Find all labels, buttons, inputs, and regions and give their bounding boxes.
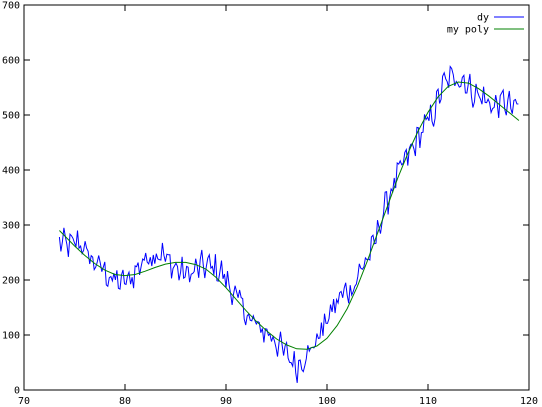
x-axis: 70 80 90 100 110 120 — [18, 5, 538, 407]
y-axis: 0 100 200 300 400 500 600 700 — [2, 1, 529, 397]
y-tick-label: 0 — [14, 386, 20, 397]
legend-label: dy — [477, 13, 489, 24]
y-tick-label: 500 — [2, 111, 20, 122]
x-tick-label: 70 — [18, 396, 30, 407]
series-line-my-poly — [59, 82, 519, 349]
x-tick-label: 90 — [220, 396, 232, 407]
y-tick-label: 100 — [2, 331, 20, 342]
series-layer — [59, 67, 519, 383]
plot-frame — [24, 5, 529, 390]
y-tick-label: 300 — [2, 221, 20, 232]
legend-label: my poly — [447, 25, 489, 36]
plot-area — [24, 5, 529, 390]
x-tick-label: 120 — [520, 396, 538, 407]
series-line-dy — [59, 67, 518, 383]
y-tick-label: 400 — [2, 166, 20, 177]
x-tick-label: 100 — [318, 396, 336, 407]
x-tick-label: 80 — [119, 396, 131, 407]
y-tick-label: 700 — [2, 1, 20, 12]
y-tick-label: 200 — [2, 276, 20, 287]
y-tick-label: 600 — [2, 56, 20, 67]
x-tick-label: 110 — [419, 396, 437, 407]
